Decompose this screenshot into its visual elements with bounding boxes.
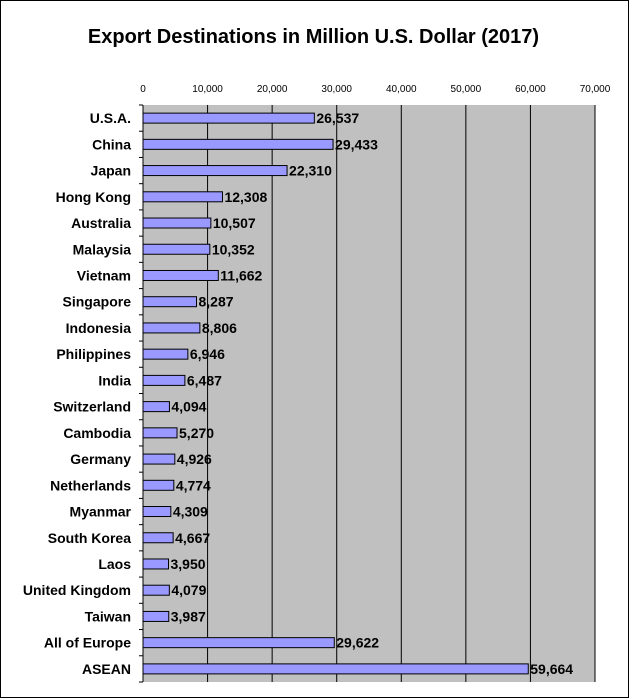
category-label: Germany xyxy=(70,451,131,467)
category-label: Japan xyxy=(91,163,131,179)
bar xyxy=(142,427,178,439)
data-label: 6,487 xyxy=(187,372,222,388)
bar xyxy=(142,584,170,596)
bar xyxy=(142,191,223,203)
category-label: Switzerland xyxy=(53,399,131,415)
data-label: 4,079 xyxy=(171,582,206,598)
data-label: 22,310 xyxy=(289,163,332,179)
x-tick-label: 60,000 xyxy=(515,84,546,95)
data-label: 4,309 xyxy=(173,504,208,520)
category-label: Singapore xyxy=(63,294,132,310)
data-label: 26,537 xyxy=(316,110,359,126)
category-label: Cambodia xyxy=(63,425,131,441)
category-label: Laos xyxy=(98,556,131,572)
bar xyxy=(142,243,211,255)
category-label: Malaysia xyxy=(73,241,132,257)
category-label: China xyxy=(92,136,131,152)
category-label: United Kingdom xyxy=(23,582,131,598)
x-tick-label: 30,000 xyxy=(321,84,352,95)
bar xyxy=(142,610,170,622)
x-tick-label: 20,000 xyxy=(257,84,288,95)
bar xyxy=(142,138,334,150)
category-label: Vietnam xyxy=(77,267,131,283)
data-label: 4,667 xyxy=(175,530,210,546)
data-label: 11,662 xyxy=(220,267,262,283)
data-label: 3,987 xyxy=(171,608,206,624)
bar xyxy=(142,322,201,334)
bar xyxy=(142,374,186,386)
bar xyxy=(142,637,335,649)
data-label: 29,622 xyxy=(336,635,379,651)
category-label: Indonesia xyxy=(66,320,132,336)
data-label: 12,308 xyxy=(224,189,267,205)
data-label: 10,507 xyxy=(213,215,256,231)
x-tick-label: 50,000 xyxy=(451,84,482,95)
bar xyxy=(142,663,529,675)
data-label: 4,926 xyxy=(177,451,212,467)
x-tick-label: 70,000 xyxy=(580,84,611,95)
category-label: Australia xyxy=(71,215,131,231)
category-label: Philippines xyxy=(56,346,131,362)
bar xyxy=(142,532,174,544)
data-label: 8,287 xyxy=(199,294,234,310)
data-label: 4,094 xyxy=(171,399,206,415)
bar xyxy=(142,558,170,570)
data-label: 5,270 xyxy=(179,425,214,441)
data-label: 4,774 xyxy=(176,477,211,493)
bar xyxy=(142,348,189,360)
x-tick-label: 0 xyxy=(140,84,146,95)
category-label: Myanmar xyxy=(70,504,132,520)
category-label: India xyxy=(98,372,131,388)
category-label: U.S.A. xyxy=(90,110,131,126)
bar xyxy=(142,269,219,281)
data-label: 29,433 xyxy=(335,136,378,152)
category-label: Taiwan xyxy=(85,608,131,624)
data-label: 8,806 xyxy=(202,320,237,336)
bar xyxy=(142,165,288,177)
category-label: Netherlands xyxy=(50,477,131,493)
category-label: South Korea xyxy=(48,530,131,546)
bar xyxy=(142,401,170,413)
data-label: 6,946 xyxy=(190,346,225,362)
data-label: 10,352 xyxy=(212,241,255,257)
chart-title: Export Destinations in Million U.S. Doll… xyxy=(87,26,540,48)
x-tick-label: 40,000 xyxy=(386,84,417,95)
x-tick-label: 10,000 xyxy=(192,84,223,95)
bar xyxy=(142,479,175,491)
category-label: Hong Kong xyxy=(56,189,131,205)
data-label: 59,664 xyxy=(530,661,573,677)
bar xyxy=(142,217,212,229)
category-label: ASEAN xyxy=(82,661,131,677)
bar xyxy=(142,112,315,124)
bar xyxy=(142,506,172,518)
bar xyxy=(142,453,176,465)
category-label: All of Europe xyxy=(44,635,131,651)
data-label: 3,950 xyxy=(171,556,206,572)
bar xyxy=(142,296,198,308)
